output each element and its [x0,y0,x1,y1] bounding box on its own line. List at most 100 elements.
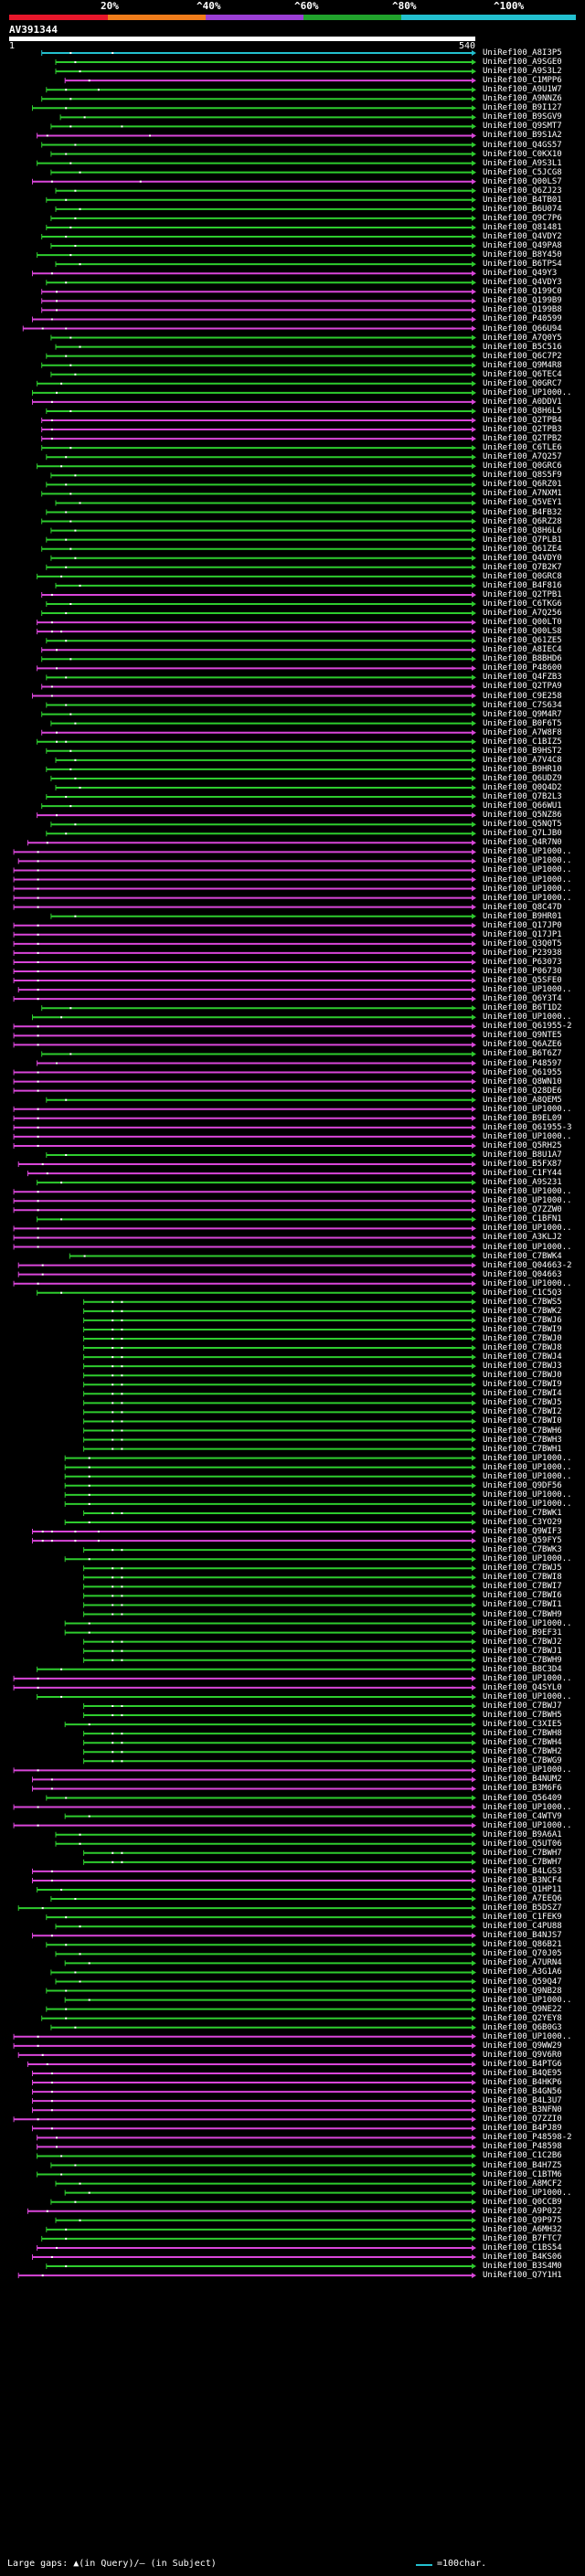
hit-label[interactable]: UniRef100_Q5RH25 [483,1140,562,1150]
hit-label[interactable]: UniRef100_C1BS54 [483,2242,562,2253]
hit-label[interactable]: UniRef100_B8Y450 [483,250,562,260]
hit-label[interactable]: UniRef100_B6T1D2 [483,1003,562,1013]
hit-label[interactable]: UniRef100_C7BWJ3 [483,1362,562,1372]
hit-label[interactable]: UniRef100_C5JCG8 [483,167,562,177]
hit-label[interactable]: UniRef100_B8U1A7 [483,1150,562,1160]
hit-label[interactable]: UniRef100_UP1000.. [483,893,572,903]
hit-label[interactable]: UniRef100_C7BWI7 [483,1582,562,1592]
hit-label[interactable]: UniRef100_Q9V6R0 [483,2050,562,2060]
hit-label[interactable]: UniRef100_B6U074 [483,204,562,214]
hit-label[interactable]: UniRef100_A7Q257 [483,452,562,462]
hit-label[interactable]: UniRef100_P48598 [483,2142,562,2152]
hit-label[interactable]: UniRef100_C7BWH9 [483,1609,562,1619]
hit-label[interactable]: UniRef100_UP1000.. [483,1673,572,1683]
hit-label[interactable]: UniRef100_C7BWI1 [483,1600,562,1610]
hit-label[interactable]: UniRef100_P06730 [483,967,562,976]
hit-label[interactable]: UniRef100_P23938 [483,948,562,958]
hit-label[interactable]: UniRef100_C7BWH7 [483,1857,562,1867]
hit-label[interactable]: UniRef100_UP1000.. [483,1131,572,1141]
hit-label[interactable]: UniRef100_Q7PLB1 [483,535,562,545]
hit-label[interactable]: UniRef100_Q5UT06 [483,1839,562,1849]
hit-label[interactable]: UniRef100_B4LGS3 [483,1866,562,1876]
hit-label[interactable]: UniRef100_B5DSZ7 [483,1903,562,1913]
hit-label[interactable]: UniRef100_B9I127 [483,103,562,113]
hit-label[interactable]: UniRef100_A8IEC4 [483,645,562,655]
hit-label[interactable]: UniRef100_Q61ZE4 [483,544,562,554]
hit-label[interactable]: UniRef100_Q0GRC8 [483,571,562,581]
hit-label[interactable]: UniRef100_Q5VEY1 [483,498,562,508]
hit-label[interactable]: UniRef100_B4TB01 [483,195,562,205]
hit-label[interactable]: UniRef100_C7BWG9 [483,1756,562,1766]
hit-label[interactable]: UniRef100_C3YO29 [483,1518,562,1527]
hit-label[interactable]: UniRef100_C7BWH2 [483,1747,562,1757]
hit-label[interactable]: UniRef100_UP1000.. [483,1242,572,1252]
hit-label[interactable]: UniRef100_UP1000.. [483,1462,572,1472]
hit-label[interactable]: UniRef100_A9S3L2 [483,67,562,77]
hit-label[interactable]: UniRef100_A8QEM5 [483,1095,562,1105]
hit-label[interactable]: UniRef100_B6T6Z7 [483,1049,562,1059]
hit-label[interactable]: UniRef100_Q2TPB1 [483,589,562,599]
hit-label[interactable]: UniRef100_Q81481 [483,222,562,232]
hit-label[interactable]: UniRef100_C7BWJ1 [483,1646,562,1656]
hit-label[interactable]: UniRef100_C6TKG6 [483,599,562,609]
hit-label[interactable]: UniRef100_UP1000.. [483,1554,572,1564]
hit-label[interactable]: UniRef100_A7NXM1 [483,489,562,499]
hit-label[interactable]: UniRef100_UP1000.. [483,1012,572,1023]
hit-label[interactable]: UniRef100_UP1000.. [483,1471,572,1481]
hit-label[interactable]: UniRef100_Q6UDZ9 [483,773,562,783]
hit-label[interactable]: UniRef100_Q59FY5 [483,1536,562,1546]
hit-label[interactable]: UniRef100_C4WTV9 [483,1811,562,1821]
hit-label[interactable]: UniRef100_Q9SMT7 [483,122,562,132]
hit-label[interactable]: UniRef100_A8I3P5 [483,48,562,58]
hit-label[interactable]: UniRef100_B9A6A1 [483,1829,562,1839]
hit-label[interactable]: UniRef100_C7BWK2 [483,1306,562,1316]
hit-label[interactable]: UniRef100_Q7B2K7 [483,562,562,572]
hit-label[interactable]: UniRef100_UP1000.. [483,1820,572,1830]
hit-label[interactable]: UniRef100_A9P022 [483,2206,562,2216]
hit-label[interactable]: UniRef100_B9S1A2 [483,131,562,141]
hit-label[interactable]: UniRef100_B9EF31 [483,1627,562,1638]
hit-label[interactable]: UniRef100_Q9NTE5 [483,1031,562,1041]
hit-label[interactable]: UniRef100_P48598-2 [483,2133,572,2143]
hit-label[interactable]: UniRef100_Q5SFE0 [483,976,562,986]
hit-label[interactable]: UniRef100_C1FY44 [483,1169,562,1179]
hit-label[interactable]: UniRef100_Q9P975 [483,2215,562,2225]
hit-label[interactable]: UniRef100_A7W8F8 [483,727,562,737]
hit-label[interactable]: UniRef100_B9EL09 [483,1113,562,1123]
hit-label[interactable]: UniRef100_C7BWI9 [483,1324,562,1334]
hit-label[interactable]: UniRef100_Q7Y1H1 [483,2271,562,2281]
hit-label[interactable]: UniRef100_C7BWH3 [483,1435,562,1445]
hit-label[interactable]: UniRef100_A9NNZ6 [483,94,562,104]
hit-label[interactable]: UniRef100_Q49Y3 [483,269,558,279]
hit-label[interactable]: UniRef100_Q0Q4D2 [483,783,562,792]
hit-label[interactable]: UniRef100_UP1000.. [483,1196,572,1206]
hit-label[interactable]: UniRef100_B4QE95 [483,2069,562,2078]
hit-label[interactable]: UniRef100_Q61955-3 [483,1122,572,1132]
hit-label[interactable]: UniRef100_B4PJ89 [483,2124,562,2134]
hit-label[interactable]: UniRef100_Q66U94 [483,323,562,334]
hit-label[interactable]: UniRef100_Q56409 [483,1793,562,1803]
hit-label[interactable]: UniRef100_C7BWJ0 [483,1371,562,1381]
hit-label[interactable]: UniRef100_C7BWJ5 [483,1398,562,1408]
hit-label[interactable]: UniRef100_C7BWJ8 [483,1343,562,1353]
hit-label[interactable]: UniRef100_Q28DE6 [483,1086,562,1096]
hit-label[interactable]: UniRef100_B5C516 [483,342,562,352]
hit-label[interactable]: UniRef100_Q8C47D [483,902,562,912]
hit-label[interactable]: UniRef100_Q6B0G3 [483,2022,562,2032]
hit-label[interactable]: UniRef100_B4KS06 [483,2253,562,2262]
hit-label[interactable]: UniRef100_C7BWH5 [483,1711,562,1721]
hit-label[interactable]: UniRef100_C7BWI4 [483,1389,562,1399]
hit-label[interactable]: UniRef100_C1C2B6 [483,2151,562,2161]
hit-label[interactable]: UniRef100_Q199B9 [483,296,562,306]
hit-label[interactable]: UniRef100_C1BTM6 [483,2169,562,2179]
hit-label[interactable]: UniRef100_C7BWI2 [483,1407,562,1417]
hit-label[interactable]: UniRef100_UP1000.. [483,847,572,857]
hit-label[interactable]: UniRef100_UP1000.. [483,2188,572,2198]
hit-label[interactable]: UniRef100_C1FEK9 [483,1913,562,1923]
hit-label[interactable]: UniRef100_Q8H6L5 [483,406,562,416]
hit-label[interactable]: UniRef100_C7BWS5 [483,1297,562,1307]
hit-label[interactable]: UniRef100_C7BWK4 [483,1251,562,1261]
hit-label[interactable]: UniRef100_A7EEQ6 [483,1894,562,1904]
hit-label[interactable]: UniRef100_B3S4M0 [483,2262,562,2272]
hit-label[interactable]: UniRef100_Q0CCB9 [483,2197,562,2207]
